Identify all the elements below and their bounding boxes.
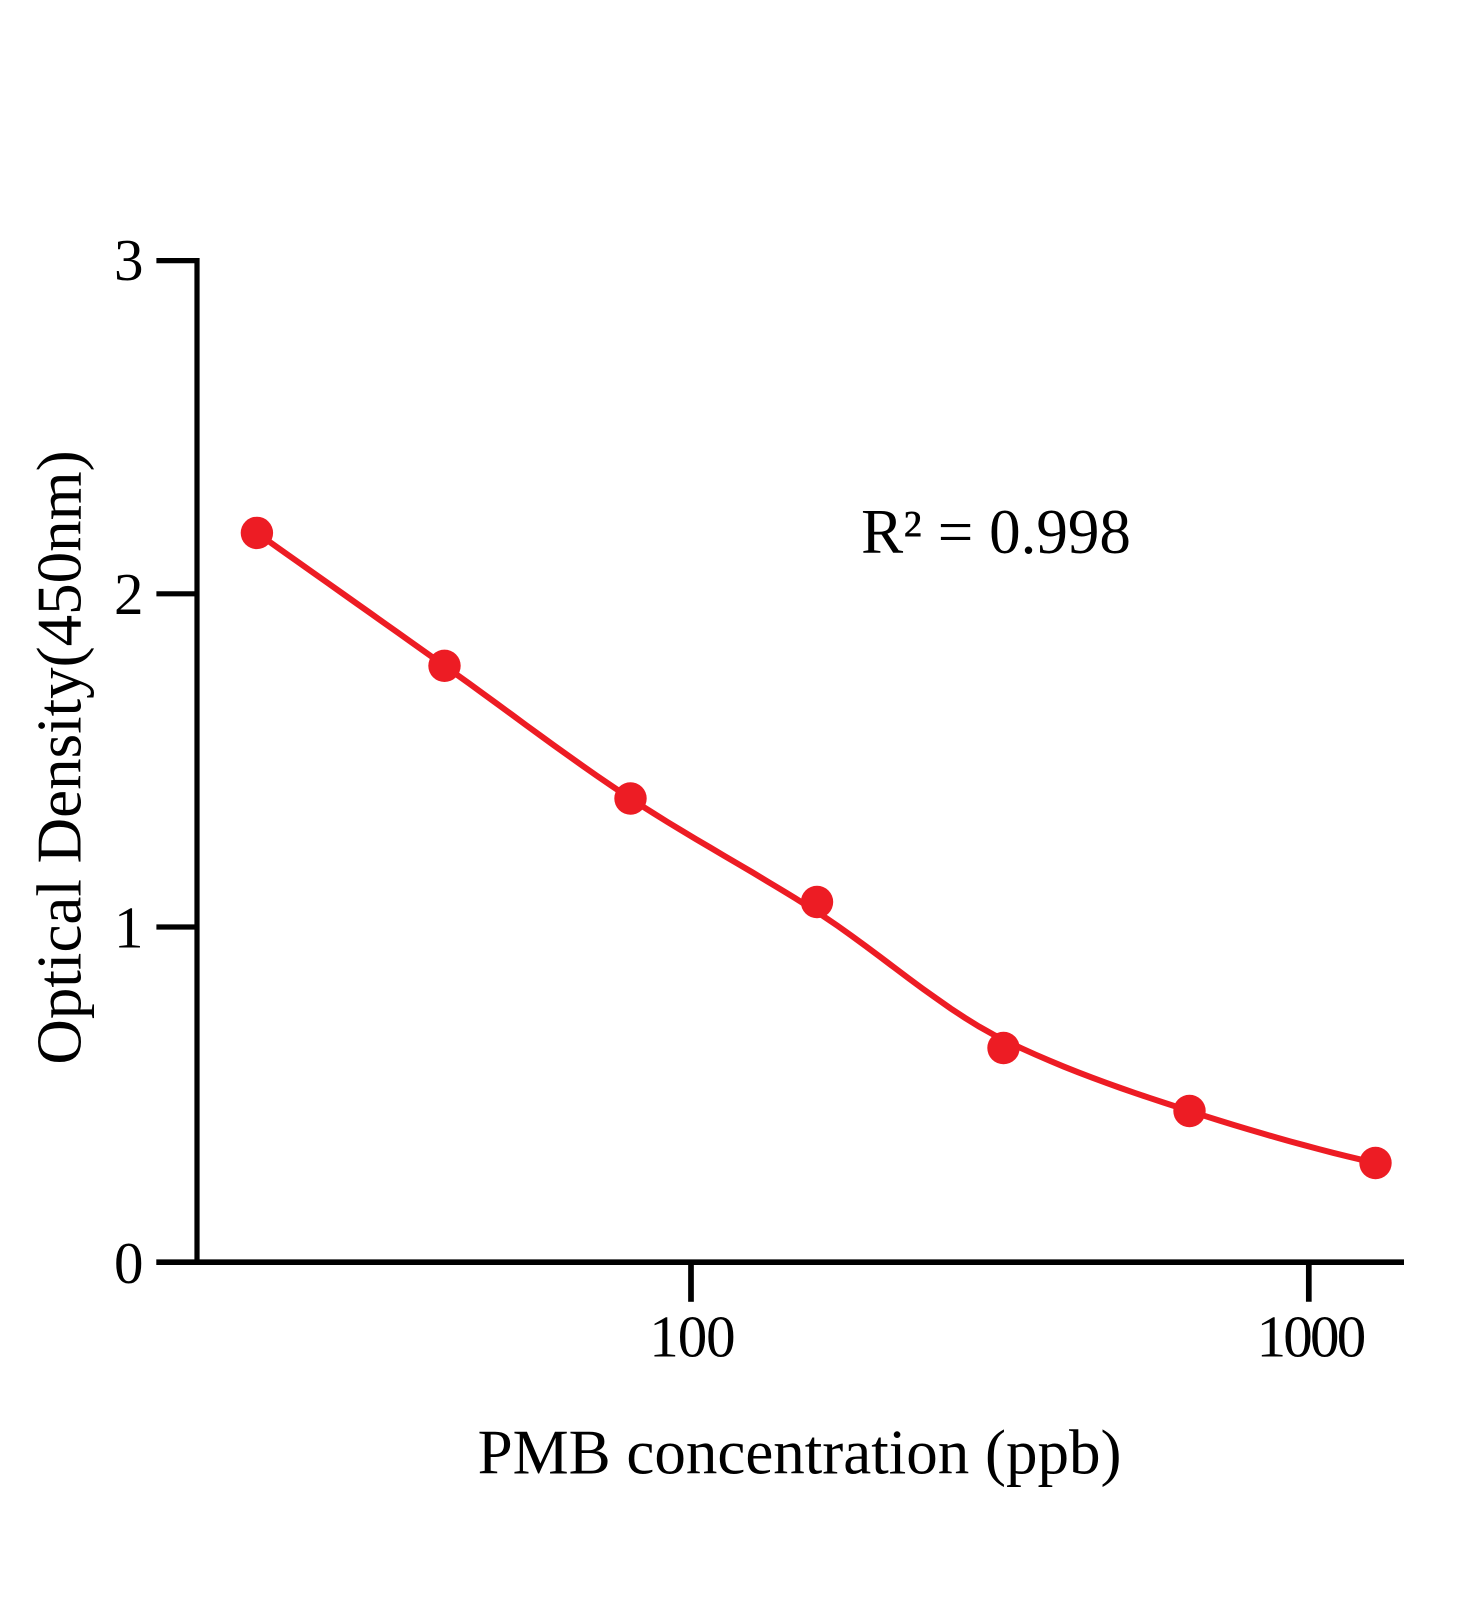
svg-text:100: 100: [649, 1304, 734, 1370]
svg-text:3: 3: [114, 227, 144, 293]
svg-text:2: 2: [114, 561, 144, 627]
svg-text:Optical Density(450nm): Optical Density(450nm): [25, 450, 95, 1064]
svg-text:1000: 1000: [1257, 1304, 1365, 1370]
svg-text:0: 0: [114, 1230, 144, 1296]
svg-text:1: 1: [114, 895, 144, 961]
svg-text:R² = 0.998: R² = 0.998: [861, 497, 1131, 567]
svg-text:PMB concentration (ppb): PMB concentration (ppb): [478, 1418, 1122, 1488]
